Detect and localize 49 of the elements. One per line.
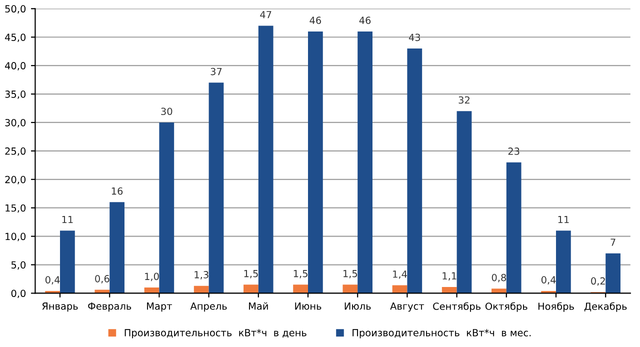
data-label: 1,5 <box>294 270 308 278</box>
data-label: 1,3 <box>194 271 208 280</box>
y-tick-label: 45,0 <box>5 34 26 42</box>
data-label: 47 <box>260 11 272 18</box>
x-tick-label: Июнь <box>295 302 322 310</box>
data-label: 1,0 <box>145 272 159 282</box>
data-label: 1,4 <box>393 270 407 279</box>
data-label: 0,4 <box>541 276 556 284</box>
y-tick-label: 5,0 <box>11 261 26 270</box>
x-tick-label: Август <box>390 302 424 312</box>
data-label: 0,8 <box>492 274 506 282</box>
data-label: 43 <box>408 34 420 42</box>
y-tick-label: 15,0 <box>6 204 26 213</box>
x-tick-label: Декабрь <box>584 302 627 312</box>
data-label: 1,5 <box>343 270 358 278</box>
data-label: 0,4 <box>45 276 60 284</box>
y-tick-label: 0,0 <box>11 290 26 298</box>
x-tick-label: Март <box>147 302 172 312</box>
y-tick-label: 25,0 <box>5 147 26 156</box>
data-label: 23 <box>508 148 520 155</box>
x-tick-label: Сентябрь <box>433 302 480 312</box>
y-tick-label: 40,0 <box>5 62 26 70</box>
y-tick-label: 30,0 <box>5 118 26 128</box>
y-tick-label: 35,0 <box>5 90 26 99</box>
y-tick-label: 10,0 <box>6 232 26 242</box>
x-tick-label: Июль <box>344 302 371 310</box>
x-tick-label: Апрель <box>190 302 227 312</box>
data-label: 11 <box>62 216 73 224</box>
data-label: 32 <box>458 96 470 104</box>
y-tick-label: 20,0 <box>5 176 26 184</box>
x-tick-label: Октябрь <box>485 302 528 312</box>
x-tick-label: Май <box>249 302 268 310</box>
data-label: 0,2 <box>591 277 605 286</box>
data-label: 46 <box>359 16 371 24</box>
legend-label: Производительность кВт*ч в день <box>124 329 306 338</box>
data-label: 11 <box>558 216 569 224</box>
x-tick-label: Январь <box>42 302 78 312</box>
data-label: 16 <box>112 187 123 195</box>
data-label: 7 <box>610 238 616 246</box>
data-label: 1,1 <box>442 272 456 281</box>
x-tick-label: Февраль <box>88 302 132 312</box>
data-label: 30 <box>161 108 172 116</box>
legend-label: Производительность кВт*ч в мес. <box>352 329 531 338</box>
x-tick-label: Ноябрь <box>538 302 574 312</box>
y-tick-label: 50,0 <box>5 5 26 14</box>
data-label: 0,6 <box>95 275 110 284</box>
data-label: 46 <box>310 16 322 24</box>
data-label: 1,5 <box>244 270 258 278</box>
data-label: 37 <box>210 68 222 76</box>
